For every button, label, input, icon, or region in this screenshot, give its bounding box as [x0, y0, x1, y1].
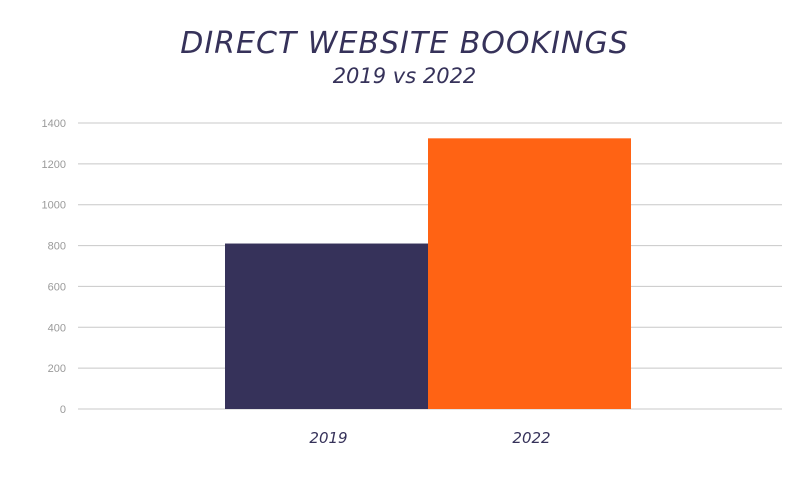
y-tick-label: 1400: [42, 118, 66, 130]
y-tick-label: 600: [48, 281, 66, 293]
chart-title: DIRECT WEBSITE BOOKINGS: [180, 26, 629, 61]
bar-2019: [225, 243, 428, 409]
y-tick-label: 0: [60, 404, 66, 416]
y-tick-label: 1000: [42, 200, 66, 212]
y-tick-label: 800: [48, 241, 66, 253]
y-tick-label: 1200: [42, 159, 66, 171]
bar-2022: [428, 138, 631, 410]
x-category-label: 2019: [309, 429, 347, 447]
x-category-label: 2022: [512, 429, 550, 447]
y-tick-label: 400: [48, 322, 66, 334]
chart-subtitle: 2019 vs 2022: [332, 64, 477, 88]
y-tick-label: 200: [48, 363, 66, 375]
